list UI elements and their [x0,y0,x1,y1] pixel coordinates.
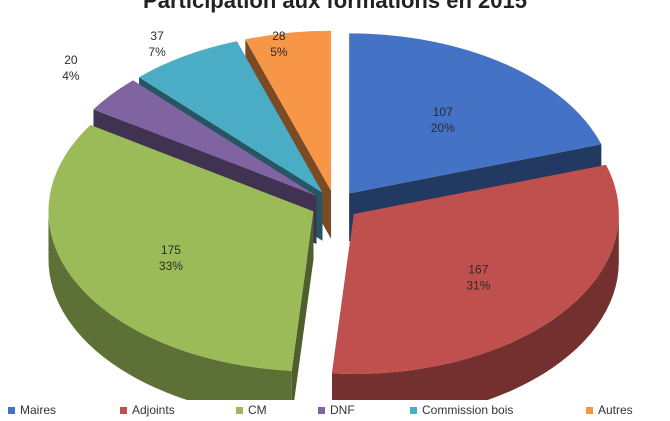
legend-label: Adjoints [132,403,175,417]
slice-top [349,33,602,194]
slice-top [245,30,332,191]
data-label-percent: 4% [62,69,80,83]
data-label-value: 20 [64,53,78,67]
legend-swatch [586,406,593,414]
pie-slice-adjoints [331,164,619,400]
data-label-value: 175 [161,243,181,257]
data-label-value: 167 [468,263,488,277]
legend-item-dnf: DNF [318,402,410,418]
legend-swatch [8,406,15,414]
data-label-value: 107 [433,105,453,119]
slice-top [331,164,619,374]
data-label-percent: 31% [466,279,490,293]
legend-swatch [318,406,325,414]
legend-label: DNF [330,403,355,417]
pie-chart: 107 20% 167 31% 175 33% 20 4% 37 7% 28 5% [48,29,619,400]
slice-side [48,211,292,400]
legend-swatch [236,406,243,414]
legend-label: CM [248,403,267,417]
legend-item-adjoints: Adjoints [120,402,236,418]
data-label-value: 37 [150,29,164,43]
data-label-percent: 7% [148,45,166,59]
legend-item-maires: Maires [8,402,120,418]
legend-swatch [120,406,127,414]
slice-top [93,80,317,196]
data-label-value: 28 [272,29,286,43]
legend-swatch [410,406,417,414]
legend-item-commission-bois: Commission bois [410,402,586,418]
legend: Maires Adjoints CM DNF Commission bois A… [8,402,668,418]
legend-label: Autres [598,403,633,417]
pie-slice-cm [48,124,314,400]
data-label-percent: 5% [270,45,288,59]
data-label-percent: 33% [159,259,183,273]
slice-top [139,41,323,193]
data-label-percent: 20% [431,121,455,135]
slice-top [48,124,314,371]
slice-side [332,213,619,400]
slice-wall [291,211,314,400]
chart-title: Participation aux formations en 2015 [143,0,527,13]
legend-item-autres: Autres [586,402,666,418]
legend-item-cm: CM [236,402,318,418]
legend-label: Maires [20,403,57,417]
legend-label: Commission bois [422,403,514,417]
